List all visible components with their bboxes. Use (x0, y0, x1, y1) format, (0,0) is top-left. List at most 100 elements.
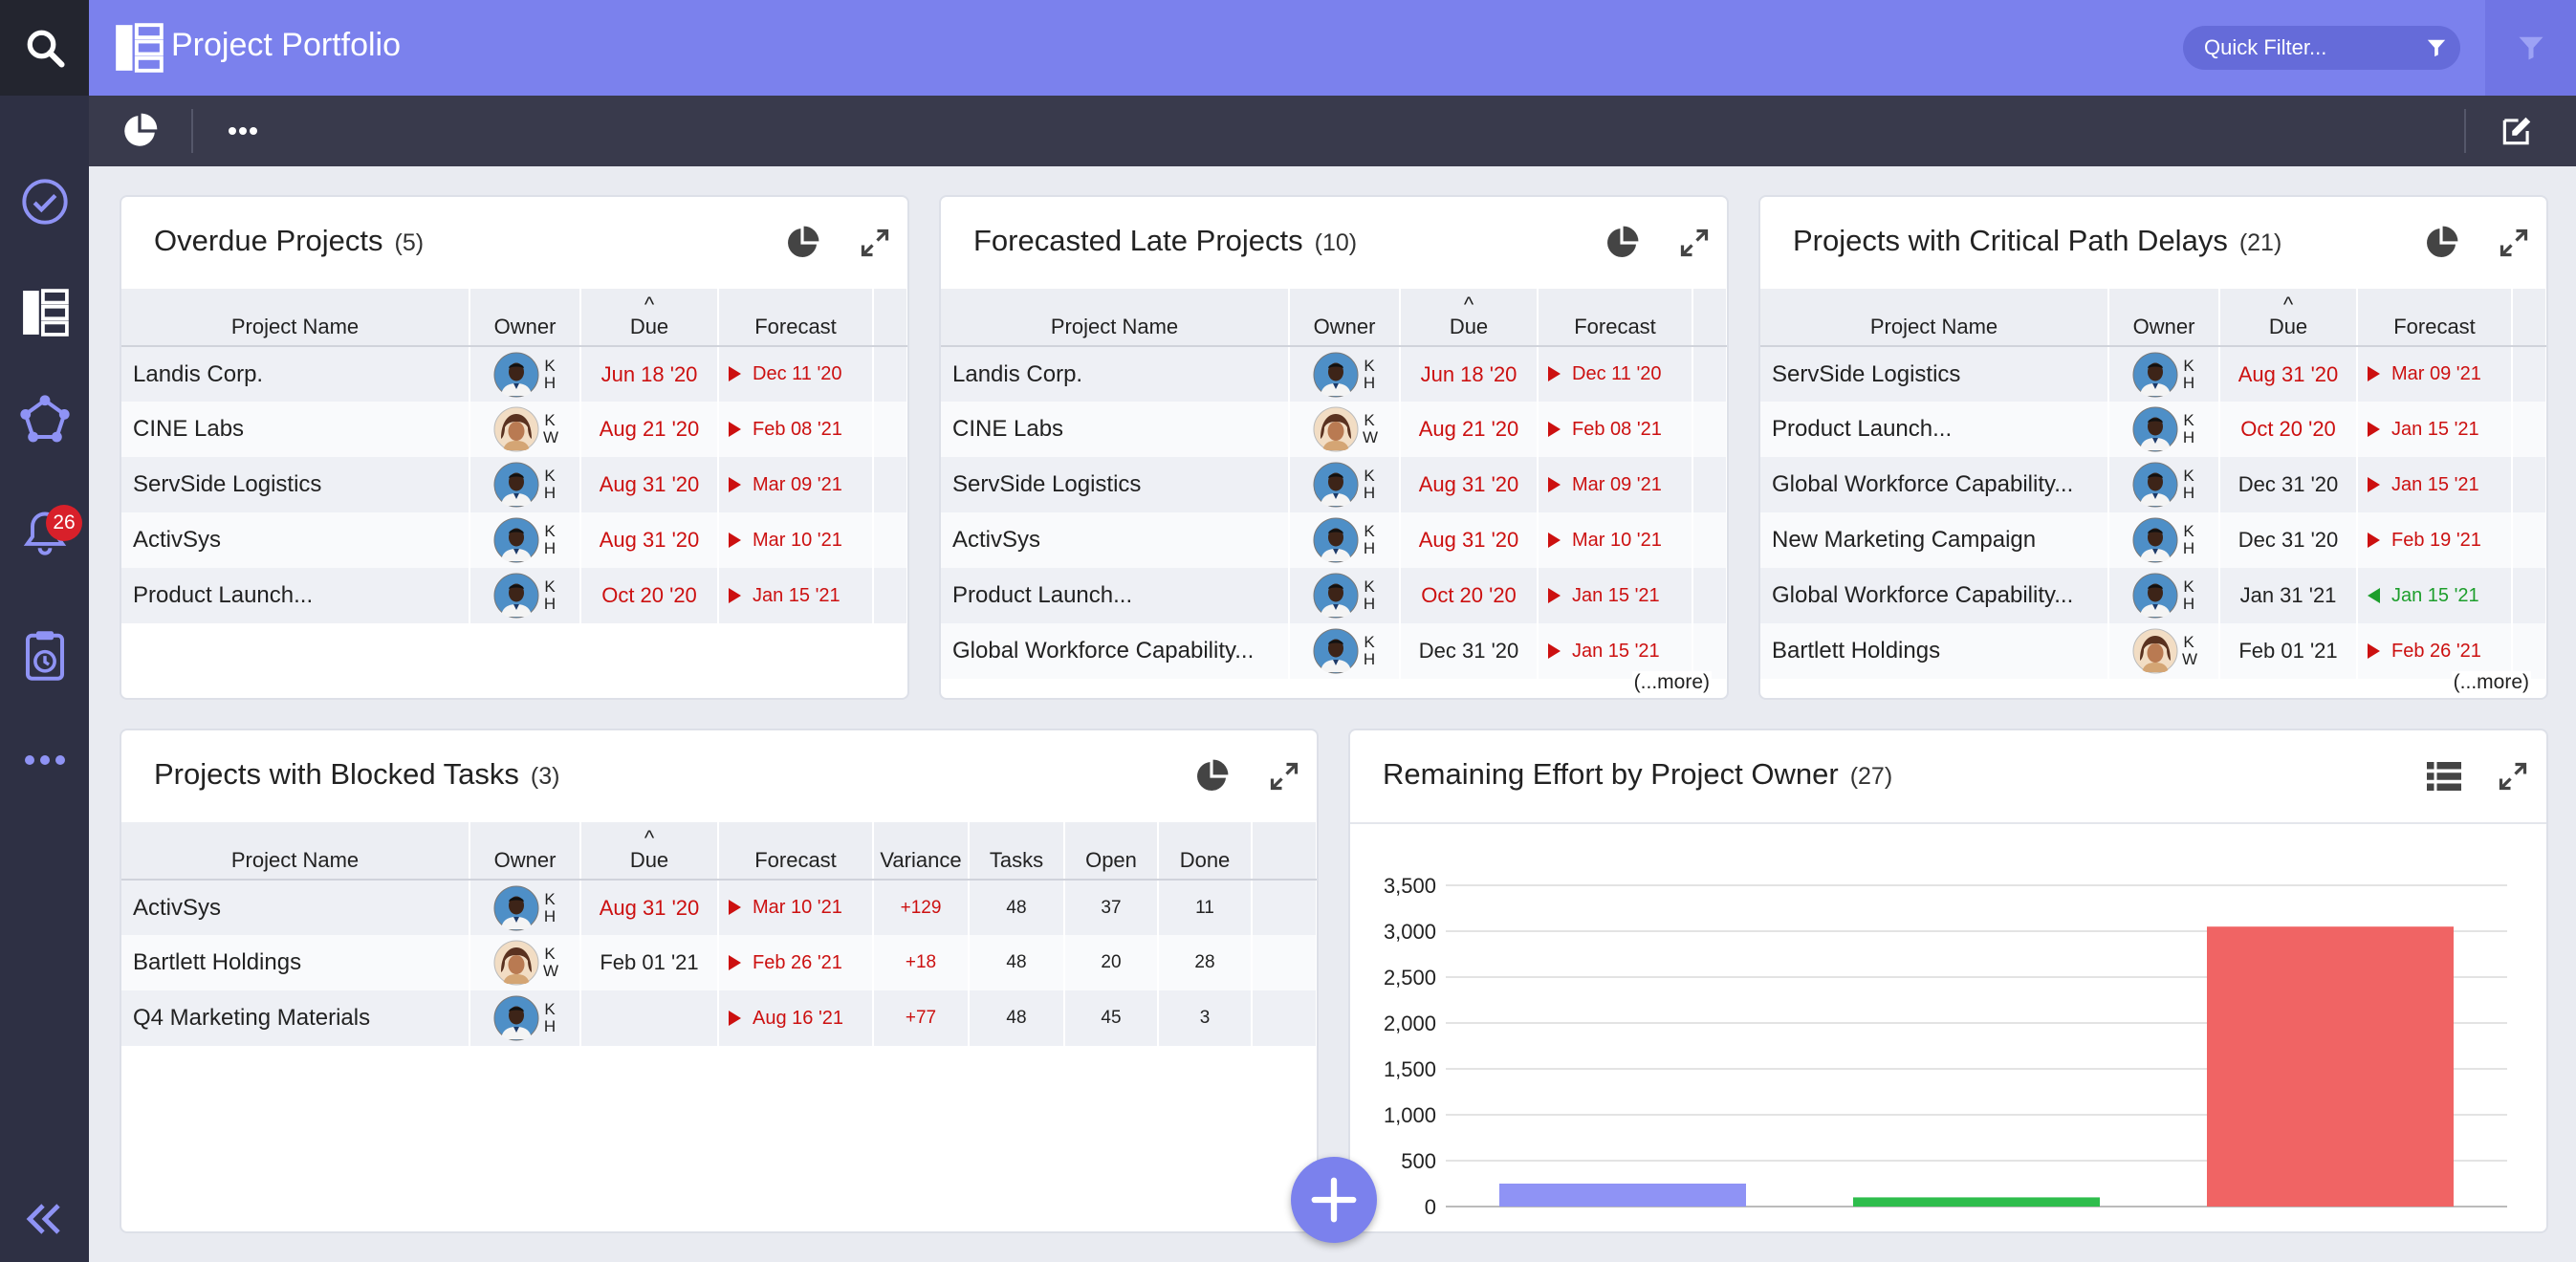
project-name-cell[interactable]: Landis Corp. (941, 346, 1290, 402)
chart-toggle-button[interactable] (1603, 224, 1641, 262)
project-name-cell[interactable]: ServSide Logistics (121, 457, 470, 512)
project-name-cell[interactable]: Product Launch... (121, 568, 470, 623)
expand-button[interactable] (2495, 224, 2533, 262)
table-row[interactable]: ActivSys K H Aug 31 '20 Mar 10 '21 +129 48 37 11 (121, 880, 1317, 935)
project-name-cell[interactable]: Bartlett Holdings (121, 935, 470, 990)
column-header-owner[interactable]: Owner (1289, 289, 1401, 347)
project-name-cell[interactable]: ActivSys (941, 512, 1290, 568)
column-header-forecast[interactable]: Forecast (718, 289, 874, 347)
project-name-cell[interactable]: Global Workforce Capability... (1760, 457, 2109, 512)
table-row[interactable]: Product Launch... K H Oct 20 '20 Jan 15 '21 (121, 568, 907, 623)
column-header-project-name[interactable]: Project Name (1760, 289, 2109, 347)
table-row[interactable]: ServSide Logistics K H Aug 31 '20 Mar 09 '21 (1760, 346, 2546, 402)
column-header-forecast[interactable]: Forecast (2357, 289, 2513, 347)
sidebar-notifications-button[interactable]: 26 (0, 499, 89, 566)
table-row[interactable]: ActivSys K H Aug 31 '20 Mar 10 '21 (121, 512, 907, 568)
quick-filter-input[interactable]: Quick Filter... (2183, 26, 2460, 70)
column-header-owner[interactable]: Owner (469, 822, 581, 881)
table-row[interactable]: ServSide Logistics K H Aug 31 '20 Mar 09 '21 (121, 457, 907, 512)
column-header-done[interactable]: Done (1158, 822, 1253, 881)
table-row[interactable]: New Marketing Campaign K H Dec 31 '20 Feb 19… (1760, 512, 2546, 568)
column-header-due[interactable]: Due (580, 822, 719, 881)
expand-button[interactable] (1265, 757, 1303, 795)
more-options-button[interactable] (219, 96, 267, 166)
table-row[interactable]: Bartlett Holdings K W Feb 01 '21 Feb 26 '21 +… (121, 935, 1317, 990)
chart-view-button[interactable] (116, 96, 164, 166)
chart-toggle-button[interactable] (2422, 224, 2460, 262)
project-name-cell[interactable]: Landis Corp. (121, 346, 470, 402)
project-name-cell[interactable]: Q4 Marketing Materials (121, 990, 470, 1046)
column-header-variance[interactable]: Variance (873, 822, 970, 881)
table-row[interactable]: Product Launch... K H Oct 20 '20 Jan 15 '21 (941, 568, 1727, 623)
column-header-tasks[interactable]: Tasks (969, 822, 1065, 881)
chart-toggle-button[interactable] (1192, 757, 1231, 795)
table-row[interactable]: Landis Corp. K H Jun 18 '20 Dec 11 '20 (121, 346, 907, 402)
column-header-due[interactable]: Due (2219, 289, 2358, 347)
column-header-forecast[interactable]: Forecast (718, 822, 874, 881)
table-row[interactable]: CINE Labs K W Aug 21 '20 Feb 08 '21 (121, 402, 907, 457)
table-row[interactable]: Global Workforce Capability... K H Jan 31 '… (1760, 568, 2546, 623)
column-header-owner[interactable]: Owner (469, 289, 581, 347)
table-row[interactable]: Product Launch... K H Oct 20 '20 Jan 15 '21 (1760, 402, 2546, 457)
project-name-cell[interactable]: CINE Labs (121, 402, 470, 457)
sidebar-more-button[interactable] (0, 727, 89, 794)
table-row[interactable]: CINE Labs K W Aug 21 '20 Feb 08 '21 (941, 402, 1727, 457)
project-name-cell[interactable]: ServSide Logistics (941, 457, 1290, 512)
column-header-due[interactable]: Due (1400, 289, 1539, 347)
expand-button[interactable] (2494, 757, 2532, 795)
list-view-button[interactable] (2425, 757, 2463, 795)
column-header-project-name[interactable]: Project Name (941, 289, 1290, 347)
table-row[interactable]: ServSide Logistics K H Aug 31 '20 Mar 09 '21 (941, 457, 1727, 512)
project-name-cell[interactable]: New Marketing Campaign (1760, 512, 2109, 568)
more-link[interactable]: (...more) (1631, 671, 1712, 694)
add-widget-button[interactable] (1291, 1157, 1377, 1243)
column-header-forecast[interactable]: Forecast (1538, 289, 1693, 347)
table-row[interactable]: Q4 Marketing Materials K H Aug 16 '21 +77 48 4… (121, 990, 1317, 1046)
project-name-cell[interactable]: Bartlett Holdings (1760, 623, 2109, 679)
expand-button[interactable] (1675, 224, 1714, 262)
column-header-open[interactable]: Open (1064, 822, 1159, 881)
expand-button[interactable] (856, 224, 894, 262)
edit-dashboard-button[interactable] (2493, 96, 2541, 166)
sidebar-tasks-button[interactable] (0, 168, 89, 235)
filter-panel-button[interactable] (2485, 0, 2576, 96)
collapse-sidebar-button[interactable] (0, 1186, 89, 1252)
project-name-cell[interactable]: ActivSys (121, 512, 470, 568)
project-name-cell[interactable]: Product Launch... (1760, 402, 2109, 457)
search-button[interactable] (0, 0, 89, 96)
project-name-cell[interactable]: ActivSys (121, 880, 470, 935)
chart-toggle-button[interactable] (783, 224, 821, 262)
project-name-cell[interactable]: Global Workforce Capability... (1760, 568, 2109, 623)
sidebar-network-button[interactable] (0, 386, 89, 453)
table-row[interactable]: ActivSys K H Aug 31 '20 Mar 10 '21 (941, 512, 1727, 568)
table-row[interactable]: Global Workforce Capability... K H Dec 31 '… (1760, 457, 2546, 512)
project-name-cell[interactable]: Product Launch... (941, 568, 1290, 623)
sidebar-timesheet-button[interactable] (0, 621, 89, 688)
project-name-cell[interactable]: ServSide Logistics (1760, 346, 2109, 402)
column-header-due[interactable]: Due (580, 289, 719, 347)
table-row[interactable]: Global Workforce Capability... K H Dec 31 '… (941, 623, 1727, 679)
column-header-owner[interactable]: Owner (2108, 289, 2220, 347)
column-header-project-name[interactable]: Project Name (121, 822, 470, 881)
sidebar-dashboard-button[interactable] (0, 279, 89, 346)
table-row[interactable]: Bartlett Holdings K W Feb 01 '21 Feb 26 '21 (1760, 623, 2546, 679)
